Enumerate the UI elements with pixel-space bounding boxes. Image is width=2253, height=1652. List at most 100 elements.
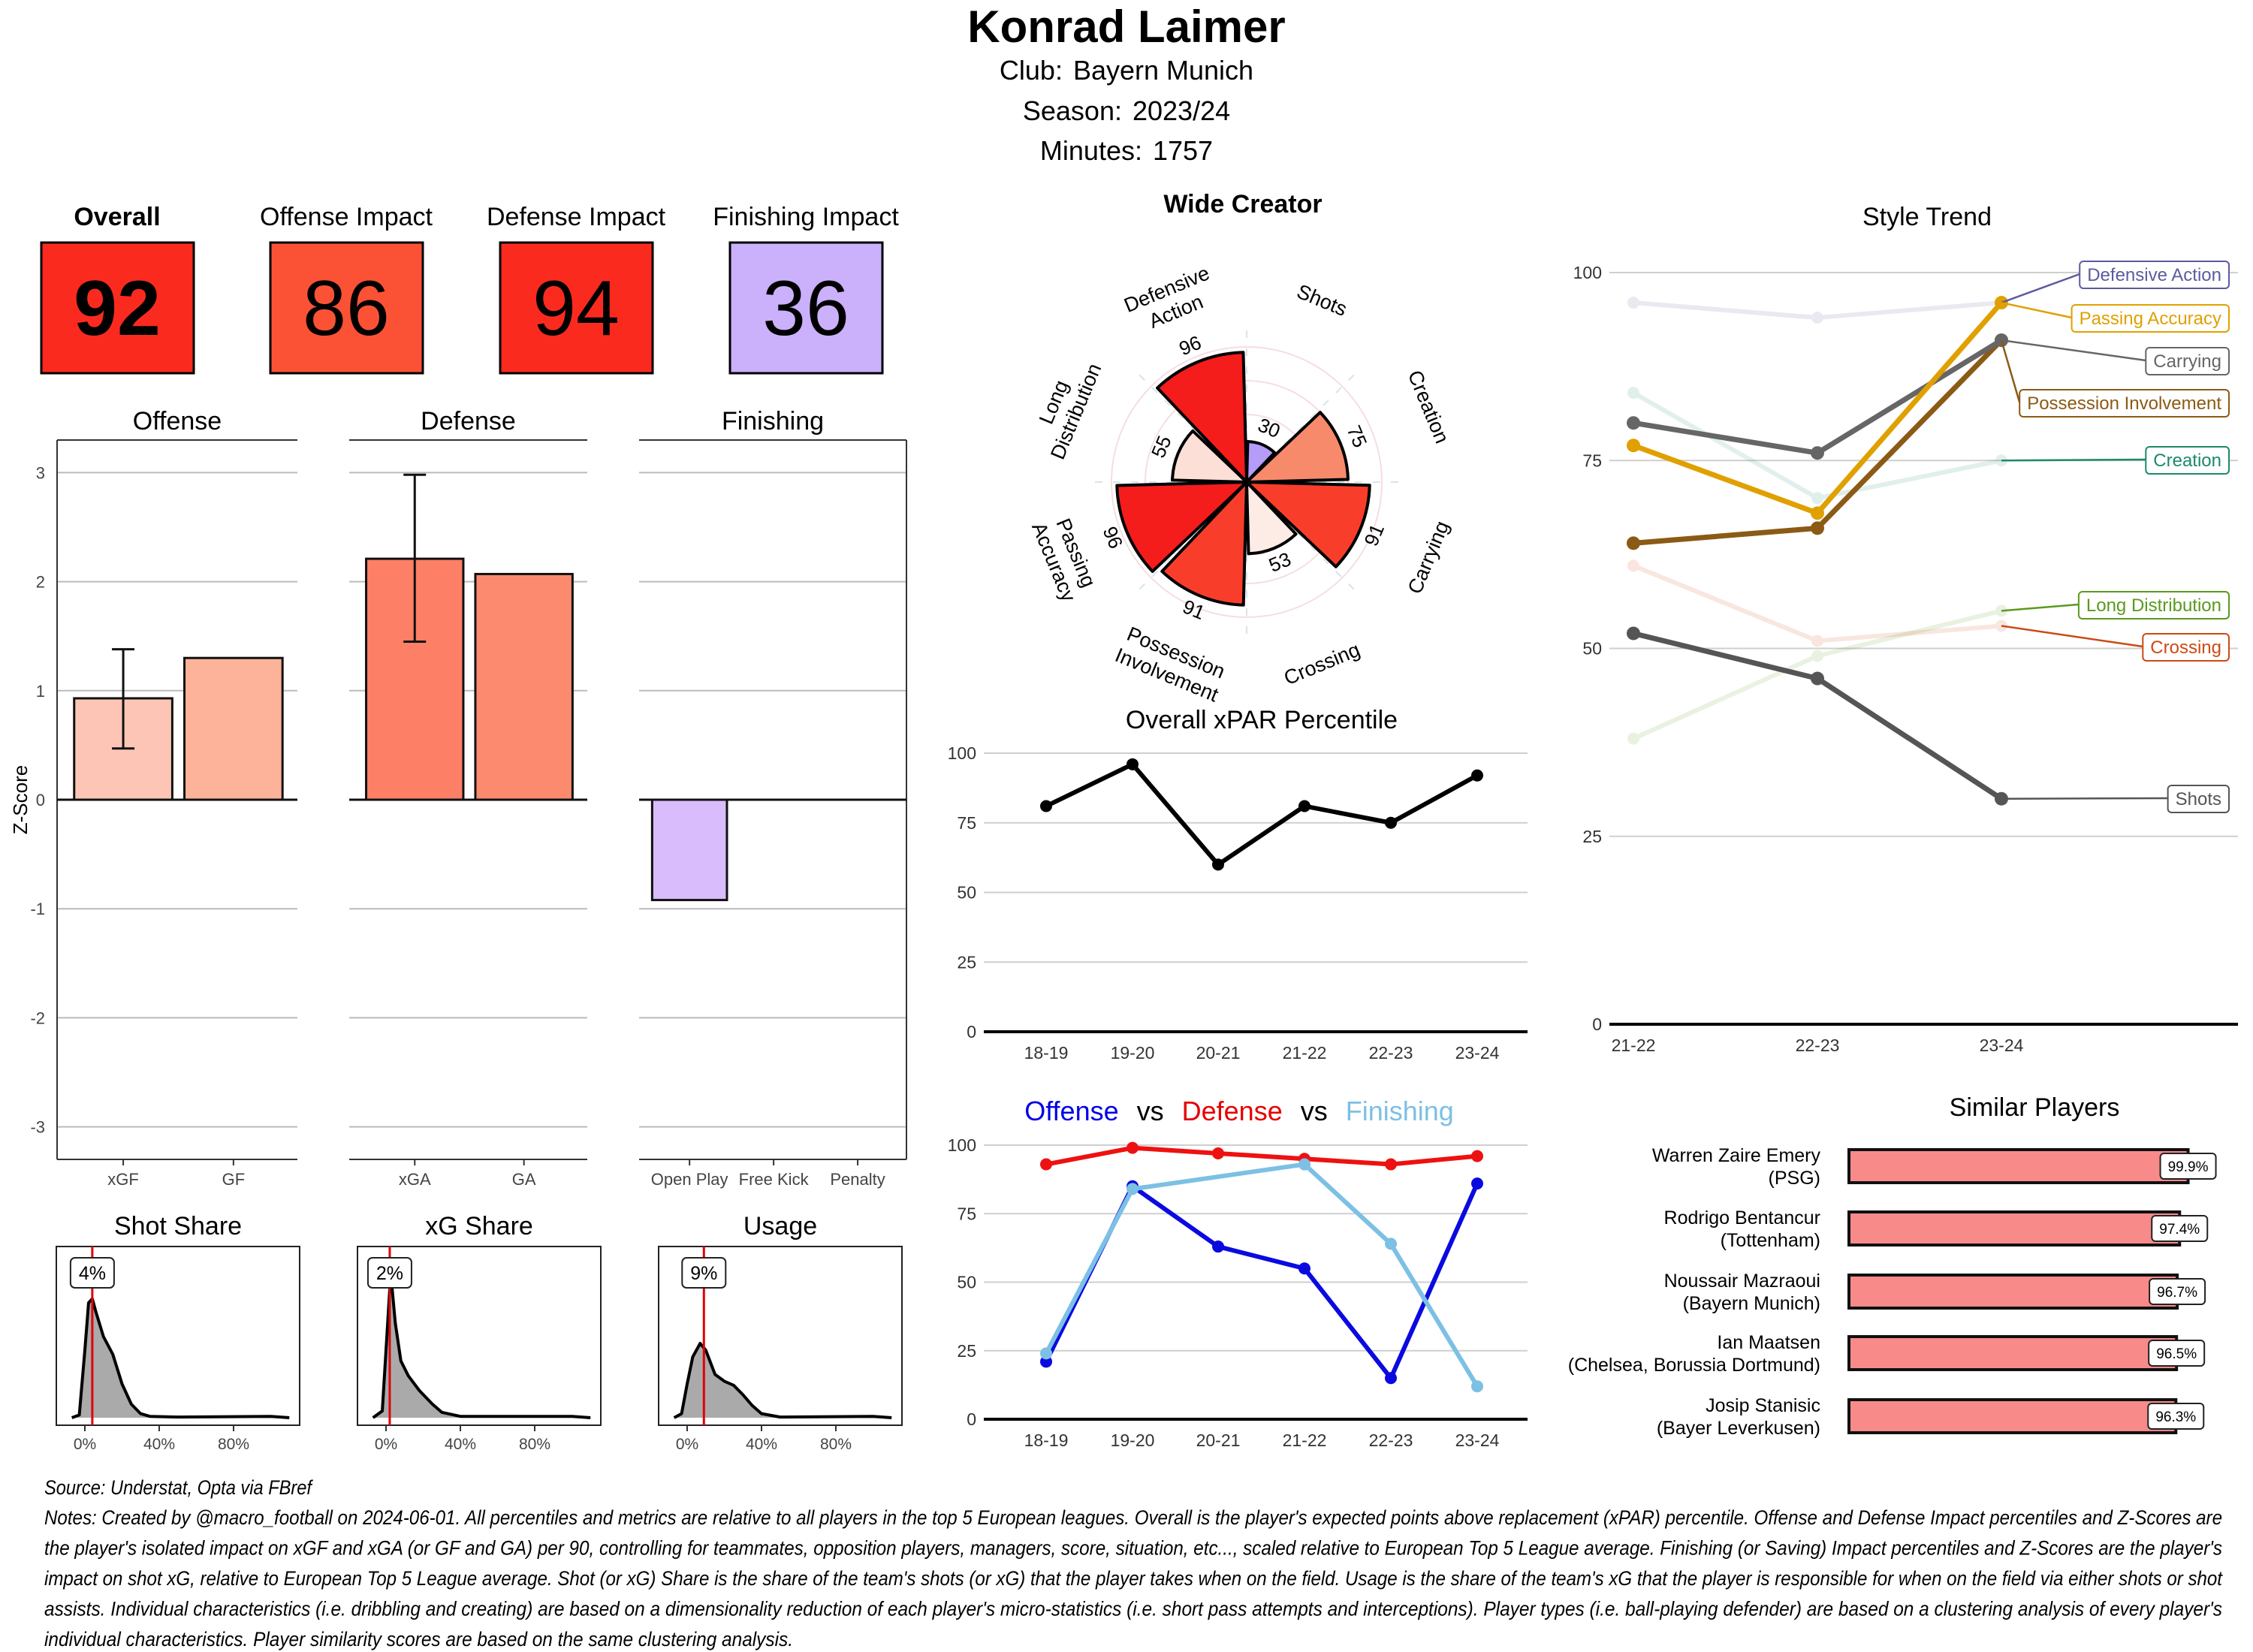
similarity-value: 99.9% [2168,1159,2209,1175]
radial-gridline [1145,380,1349,584]
x-tick-label: 23-24 [1455,1430,1500,1450]
panel-offense: Offense xGF GF [56,407,297,1189]
similarity-value: 96.7% [2157,1285,2197,1301]
data-point [1811,506,1824,520]
category-label: Crossing [1280,638,1363,689]
category-label: LongDistribution [1024,351,1105,463]
density-area [71,1298,290,1418]
data-point [1811,671,1824,686]
chart-title: Style Trend [1862,203,1992,231]
panel-title: Shot Share [114,1212,242,1241]
value-label: 53 [1265,547,1294,577]
player-club: (PSG) [1769,1168,1820,1189]
score-card-0: Overall 92 [40,203,195,375]
series-label: Creation [2153,451,2221,471]
label-connector [2001,301,2072,319]
series-defensive-action [1627,297,2007,324]
minutes-value: 1757 [1153,135,1213,166]
score-cards: Overall 92 Offense Impact 86 Defense Impact 9… [40,203,899,375]
series-label-creation: Creation [2001,446,2230,475]
x-tick-label: 23-24 [1980,1036,2024,1055]
category-label: PossessionInvolvement [1112,622,1232,707]
notes-line: individual characteristics. Player simil… [44,1628,793,1650]
series-label: Crossing [2150,638,2221,658]
minutes-label: Minutes: [1040,135,1142,166]
style-trend-chart: Style Trend 0 25 50 75 100 21-22 22-23 23-24 Defe… [1573,203,2238,1055]
density-area [372,1283,591,1418]
label-connector [2001,797,2168,800]
similar-player-row: Rodrigo Bentancur(Tottenham) 97.4% [1664,1207,2209,1251]
data-point [1811,521,1824,535]
similar-player-row: Ian Maatsen(Chelsea, Borussia Dortmund) 9… [1568,1332,2206,1376]
data-point [1811,635,1823,647]
similarity-label-box [2159,1153,2217,1180]
y-tick-label: 1 [36,682,45,701]
label-connector [2001,273,2080,304]
panel-title: xG Share [425,1212,533,1241]
series-label: Carrying [2153,351,2221,372]
data-point [1627,387,1639,399]
label-box [2145,347,2230,375]
data-point [1385,1237,1397,1250]
score-card-3: Finishing Impact 36 [713,203,899,375]
x-tick-label: 21-22 [1283,1430,1327,1450]
player-name: Ian Maatsen [1717,1332,1820,1353]
player-value-label: 4% [79,1263,106,1284]
player-value-label: 9% [690,1263,717,1284]
x-tick-label: 21-22 [1612,1036,1656,1055]
series-overall-xpar [1040,758,1483,871]
score-label: Finishing Impact [713,203,899,231]
x-tick-label: 20-21 [1196,1430,1241,1450]
series-line [1632,563,2002,644]
y-tick-label: 0 [36,791,45,809]
similarity-label-box [2151,1215,2209,1242]
series-label-crossing: Crossing [2001,625,2230,662]
y-tick-label: 100 [1573,263,1602,282]
y-tick-label: 3 [36,463,45,482]
wedge-passing-accuracy [1115,481,1248,573]
data-point [1627,559,1639,572]
x-tick-label: Open Play [651,1170,728,1189]
x-tick-label: 80% [519,1436,550,1453]
density-line [71,1297,290,1419]
panel-title: Usage [743,1212,817,1241]
y-tick-label: -1 [30,900,45,918]
bar-gf [183,656,284,801]
category-label: Carrying [1404,517,1454,597]
score-box [728,241,884,375]
player-club: (Bayern Munich) [1683,1293,1820,1314]
wedge-long-distribution [1171,429,1248,484]
y-tick-label: 50 [957,1273,976,1292]
series-label-possession-involvement: Possession Involvement [2000,339,2230,418]
bar-open-play [650,798,728,902]
y-axis-label: Z-Score [9,765,32,834]
data-point [1627,416,1640,430]
chart-title: Wide Creator [1163,190,1322,219]
notes-line: assists. Individual characteristics (i.e… [44,1598,2222,1620]
data-point [1385,816,1397,829]
x-tick-label: 18-19 [1024,1043,1069,1063]
data-point [1627,732,1639,745]
label-box [2077,591,2230,620]
panel-defense: Defense xGA GA [349,407,587,1189]
data-point [1385,1372,1397,1385]
x-tick-label: 0% [74,1436,96,1453]
radial-gridline [1111,346,1383,618]
data-point [1627,297,1639,309]
player-name: Rodrigo Bentancur [1664,1207,1820,1228]
category-label: Shots [1294,280,1350,321]
x-tick-label: 22-23 [1369,1430,1413,1450]
panel-title: Finishing [722,407,824,436]
player-name: Josip Stanisic [1706,1395,1820,1416]
x-tick-label: GA [512,1170,536,1189]
player-name: Noussair Mazraoui [1664,1271,1820,1292]
player-value-label-box [69,1257,115,1289]
score-label: Defense Impact [487,203,666,231]
value-label: 96 [1099,523,1128,552]
series-crossing [1627,559,2007,647]
similar-player-row: Josip Stanisic(Bayer Leverkusen) 96.3% [1657,1395,2205,1439]
category-label: Creation [1404,367,1454,447]
notes-line: Notes: Created by @macro_football on 202… [44,1506,2222,1529]
label-box [2142,633,2230,662]
value-label: 75 [1343,422,1372,451]
